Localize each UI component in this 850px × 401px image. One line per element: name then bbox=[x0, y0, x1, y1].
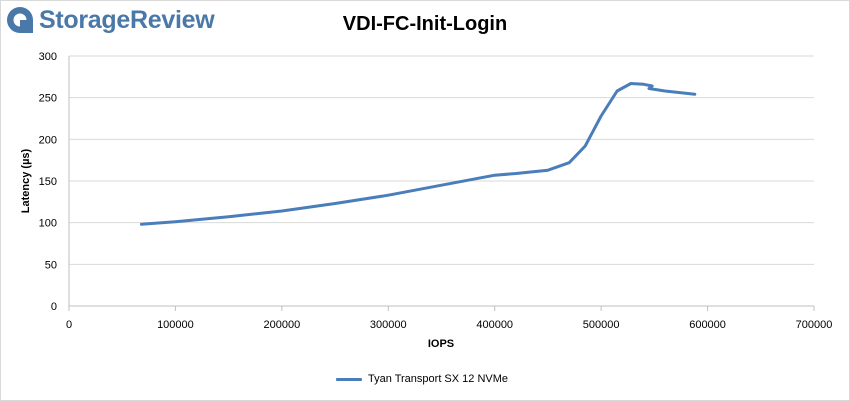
legend: Tyan Transport SX 12 NVMe bbox=[336, 373, 508, 385]
x-tick-label: 600000 bbox=[689, 319, 726, 331]
x-tick-label: 500000 bbox=[583, 319, 620, 331]
x-tick-label: 400000 bbox=[476, 319, 513, 331]
y-tick-label: 100 bbox=[39, 218, 57, 230]
x-tick-label: 300000 bbox=[370, 319, 407, 331]
chart-title: VDI-FC-Init-Login bbox=[342, 13, 508, 35]
legend-label: Tyan Transport SX 12 NVMe bbox=[368, 373, 509, 385]
x-tick-label: 100000 bbox=[157, 319, 194, 331]
brand-name: StorageReview bbox=[39, 5, 215, 34]
y-tick-label: 50 bbox=[45, 259, 57, 271]
y-tick-label: 250 bbox=[39, 93, 57, 105]
y-tick-label: 150 bbox=[39, 176, 57, 188]
storagereview-logo: StorageReview bbox=[6, 5, 215, 35]
x-axis-label: IOPS bbox=[427, 338, 455, 350]
series-line bbox=[139, 82, 697, 226]
x-tick-label: 700000 bbox=[796, 319, 833, 331]
y-tick-label: 300 bbox=[39, 51, 57, 63]
legend-swatch bbox=[336, 377, 362, 381]
x-tick-label: 200000 bbox=[263, 319, 300, 331]
y-tick-label: 0 bbox=[51, 301, 57, 313]
x-tick-label: 0 bbox=[66, 319, 72, 331]
y-tick-label: 200 bbox=[39, 134, 57, 146]
storagereview-logo-icon bbox=[7, 7, 33, 33]
y-axis-label: Latency (µs) bbox=[20, 148, 32, 214]
